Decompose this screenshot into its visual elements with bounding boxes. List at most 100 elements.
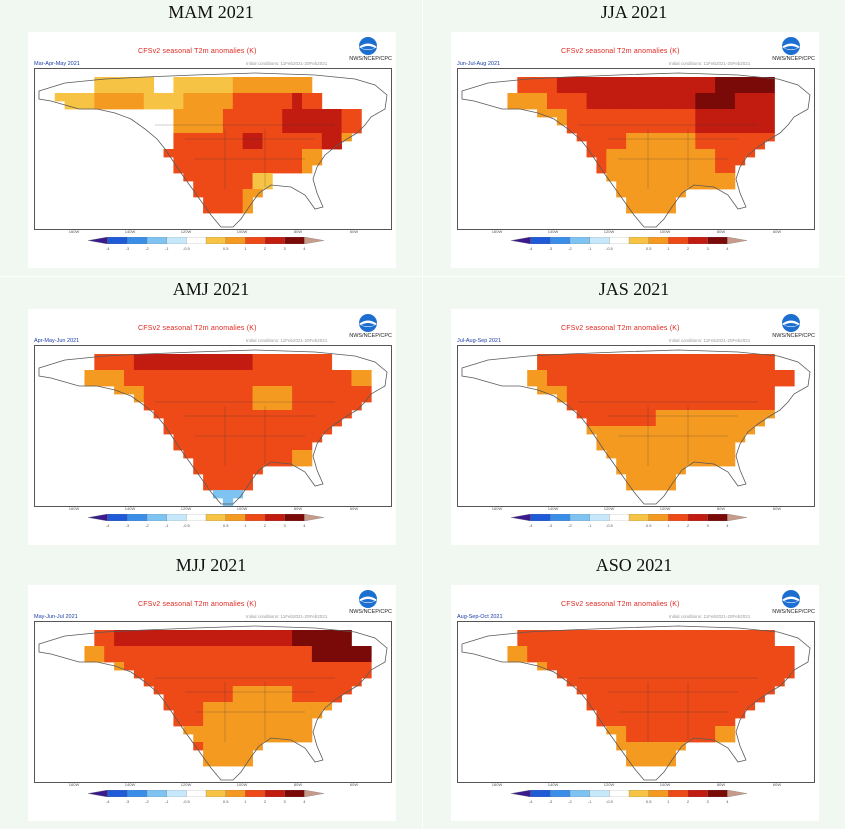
anomaly-cell [695, 646, 706, 655]
anomaly-cell [133, 85, 145, 94]
anomaly-cell [282, 726, 293, 735]
anomaly-cell [626, 378, 637, 387]
anomaly-cell [282, 426, 293, 435]
anomaly-cell [232, 450, 244, 459]
anomaly-cell [665, 450, 676, 459]
color-scale-bar [511, 237, 747, 244]
anomaly-cell [153, 93, 164, 102]
anomaly-cell [645, 474, 657, 483]
anomaly-cell [262, 402, 273, 411]
anomaly-cell [104, 354, 115, 363]
anomaly-cell [517, 646, 528, 655]
anomaly-map [34, 621, 392, 783]
longitude-labels: 160W 140W 120W 100W 80W 60W [457, 782, 813, 788]
anomaly-cell [675, 101, 686, 110]
anomaly-cell [351, 370, 362, 379]
anomaly-cell [203, 726, 214, 735]
anomaly-cell [252, 418, 263, 427]
anomaly-cell [203, 394, 214, 403]
anomaly-cell [754, 402, 765, 411]
anomaly-cell [272, 402, 283, 411]
anomaly-cell [133, 77, 145, 86]
anomaly-cell [685, 93, 696, 102]
anomaly-cell [596, 654, 607, 663]
anomaly-cell [272, 654, 283, 663]
agency-label: NWS/NCEP/CPC [349, 609, 392, 615]
anomaly-cell [193, 686, 204, 695]
anomaly-cell [645, 197, 657, 206]
anomaly-cell [104, 630, 115, 639]
anomaly-cell [626, 638, 637, 647]
anomaly-cell [183, 686, 194, 695]
anomaly-cell [272, 638, 283, 647]
anomaly-cell [596, 630, 607, 639]
anomaly-cell [754, 141, 765, 150]
anomaly-cell [616, 77, 627, 86]
anomaly-cell [242, 141, 253, 150]
anomaly-cell [173, 149, 184, 158]
anomaly-cell [242, 450, 253, 459]
anomaly-cell [586, 662, 597, 671]
anomaly-cell [725, 141, 736, 150]
anomaly-cell [725, 726, 736, 735]
anomaly-cell [754, 662, 765, 671]
noaa-logo-icon [782, 37, 800, 55]
anomaly-cell [527, 378, 538, 387]
anomaly-cell [232, 458, 244, 467]
anomaly-cell [213, 354, 224, 363]
anomaly-cell [351, 678, 362, 687]
anomaly-cell [302, 458, 313, 467]
scale-tick-label: -3 [548, 799, 553, 804]
anomaly-cell [143, 85, 155, 94]
anomaly-cell [754, 93, 765, 102]
anomaly-cell [586, 378, 597, 387]
anomaly-cell [232, 101, 244, 110]
anomaly-cell [153, 354, 164, 363]
anomaly-cell [282, 77, 293, 86]
anomaly-cell [222, 85, 234, 94]
anomaly-cell [222, 490, 234, 499]
anomaly-cell [695, 442, 706, 451]
anomaly-cell [104, 77, 115, 86]
anomaly-cell [705, 410, 716, 419]
coastline [461, 625, 811, 781]
scale-tick-label: -0.5 [605, 799, 613, 804]
anomaly-cell [232, 157, 244, 166]
anomaly-cell [222, 702, 234, 711]
anomaly-cell [252, 117, 263, 126]
anomaly-cell [547, 654, 558, 663]
anomaly-cell [734, 157, 746, 166]
anomaly-cell [685, 410, 696, 419]
anomaly-cell [665, 702, 676, 711]
anomaly-cell [232, 718, 244, 727]
forecast-map: CFSv2 seasonal T2m anomalies (K) Aug-Sep… [451, 585, 819, 821]
anomaly-cell [576, 101, 587, 110]
anomaly-cell [665, 181, 676, 190]
scale-tick-label: 0.5 [645, 799, 652, 804]
anomaly-cell [143, 394, 155, 403]
anomaly-cell [143, 670, 155, 679]
anomaly-cell [626, 474, 637, 483]
anomaly-cell [665, 197, 676, 206]
anomaly-cell [272, 434, 283, 443]
scale-swatch [511, 514, 531, 521]
anomaly-cell [566, 354, 578, 363]
longitude-tick-label: 160W [491, 229, 503, 234]
anomaly-cell [222, 458, 234, 467]
anomaly-cell [596, 638, 607, 647]
anomaly-cell [163, 702, 174, 711]
anomaly-cell [725, 157, 736, 166]
anomaly-cell [183, 434, 194, 443]
scale-swatch [668, 514, 689, 521]
anomaly-cell [645, 758, 657, 767]
anomaly-cell [596, 662, 607, 671]
anomaly-cell [173, 702, 184, 711]
anomaly-cell [311, 133, 323, 142]
anomaly-cell [547, 646, 558, 655]
anomaly-cell [183, 630, 194, 639]
anomaly-cell [636, 181, 647, 190]
anomaly-cell [193, 418, 204, 427]
anomaly-cell [193, 370, 204, 379]
initial-conditions: Initial conditions: 11Feb2021-20Feb2021 [669, 61, 751, 66]
anomaly-cell [517, 638, 528, 647]
